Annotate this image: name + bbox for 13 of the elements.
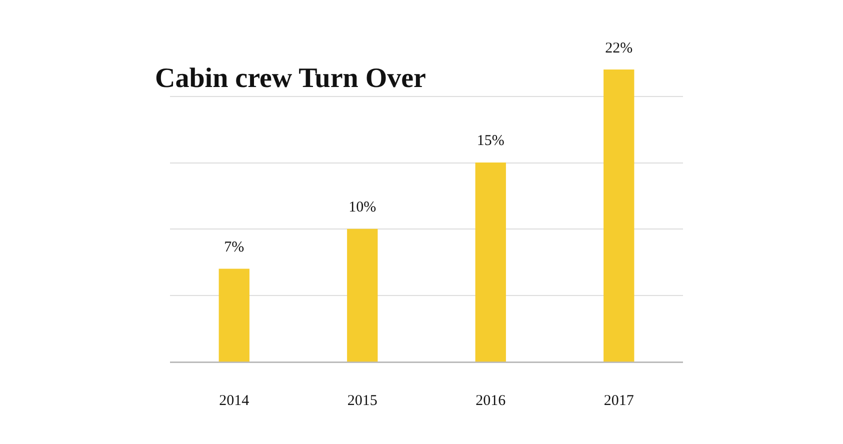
data-label: 10% [348, 200, 376, 216]
bar [347, 228, 378, 362]
bar [218, 268, 250, 362]
x-tick-label: 2015 [347, 392, 378, 409]
data-label: 15% [476, 133, 504, 150]
data-label: 22% [605, 40, 633, 56]
x-tick-label: 2016 [476, 392, 506, 409]
chart-title: Cabin crew Turn Over [155, 63, 426, 94]
bar [475, 162, 506, 362]
data-label: 7% [224, 239, 244, 256]
x-tick-label: 2017 [604, 392, 634, 409]
bar [604, 70, 634, 362]
x-tick-label: 2014 [219, 392, 250, 409]
